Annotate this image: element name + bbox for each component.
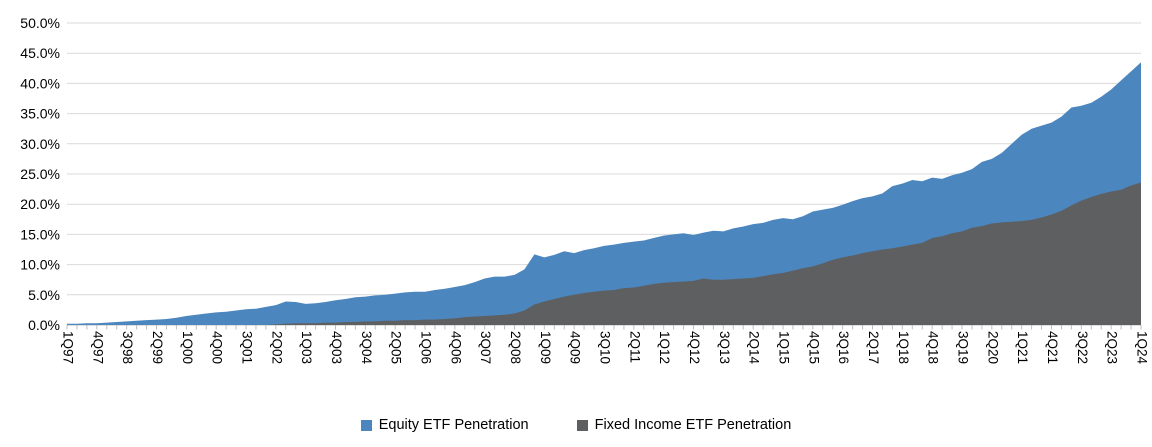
x-tick-label: 2Q99 bbox=[150, 331, 165, 364]
x-tick-label: 4Q21 bbox=[1045, 331, 1060, 364]
x-tick-label: 4Q12 bbox=[687, 331, 702, 364]
x-tick-label: 1Q12 bbox=[657, 331, 672, 364]
x-tick-label: 1Q00 bbox=[180, 331, 195, 364]
fixed-income-legend-swatch-icon bbox=[576, 419, 588, 431]
x-tick-label: 1Q09 bbox=[538, 331, 553, 364]
legend-label-fixed-income: Fixed Income ETF Penetration bbox=[594, 417, 792, 433]
x-tick-label: 2Q17 bbox=[866, 331, 881, 364]
x-axis-labels: 1Q97 4Q97 3Q98 2Q99 1Q00 4Q00 3Q01 2Q02 1Q03 4Q03… bbox=[61, 331, 1150, 365]
x-tick-label: 3Q98 bbox=[120, 331, 135, 364]
x-tick-label: 4Q09 bbox=[568, 331, 583, 364]
x-tick-label: 1Q24 bbox=[1135, 331, 1150, 365]
y-tick-label: 50.0% bbox=[20, 15, 60, 31]
x-tick-label: 3Q16 bbox=[836, 331, 851, 364]
legend-label-equity: Equity ETF Penetration bbox=[378, 417, 529, 433]
y-tick-label: 20.0% bbox=[20, 196, 60, 212]
y-tick-label: 15.0% bbox=[20, 226, 60, 242]
x-tick-label: 2Q08 bbox=[508, 331, 523, 364]
x-tick-label: 3Q07 bbox=[478, 331, 493, 364]
x-tick-label: 3Q13 bbox=[717, 331, 732, 364]
chart-legend: Equity ETF Penetration Fixed Income ETF … bbox=[0, 417, 1152, 433]
x-tick-label: 4Q18 bbox=[926, 331, 941, 364]
x-tick-label: 1Q06 bbox=[419, 331, 434, 364]
area-fixed-income bbox=[67, 182, 1141, 325]
y-tick-label: 40.0% bbox=[20, 75, 60, 91]
x-tick-label: 3Q19 bbox=[956, 331, 971, 364]
x-tick-label: 2Q02 bbox=[269, 331, 284, 364]
y-tick-label: 30.0% bbox=[20, 136, 60, 152]
x-tick-label: 4Q00 bbox=[210, 331, 225, 364]
x-tick-label: 1Q18 bbox=[896, 331, 911, 364]
x-axis-ticks bbox=[66, 325, 1142, 330]
x-tick-label: 1Q21 bbox=[1015, 331, 1030, 364]
y-tick-label: 0.0% bbox=[28, 317, 60, 333]
x-tick-label: 3Q01 bbox=[240, 331, 255, 364]
x-tick-label: 4Q97 bbox=[90, 331, 105, 364]
y-tick-label: 25.0% bbox=[20, 166, 60, 182]
y-axis-labels: 0.0% 5.0% 10.0% 15.0% 20.0% 25.0% 30.0% 35.0% 40… bbox=[20, 15, 60, 333]
x-tick-label: 3Q10 bbox=[598, 331, 613, 364]
x-tick-label: 1Q03 bbox=[299, 331, 314, 364]
legend-item-fixed-income: Fixed Income ETF Penetration bbox=[576, 417, 792, 433]
x-tick-label: 1Q15 bbox=[777, 331, 792, 364]
area-series bbox=[67, 62, 1141, 325]
x-tick-label: 4Q06 bbox=[448, 331, 463, 364]
y-tick-label: 10.0% bbox=[20, 257, 60, 273]
y-tick-label: 35.0% bbox=[20, 106, 60, 122]
x-tick-label: 2Q14 bbox=[747, 331, 762, 365]
x-tick-label: 4Q15 bbox=[806, 331, 821, 364]
y-tick-label: 45.0% bbox=[20, 45, 60, 61]
x-tick-label: 2Q23 bbox=[1105, 331, 1120, 364]
x-tick-label: 4Q03 bbox=[329, 331, 344, 364]
x-tick-label: 2Q20 bbox=[985, 331, 1000, 364]
legend-item-equity: Equity ETF Penetration bbox=[360, 417, 529, 433]
x-tick-label: 3Q04 bbox=[359, 331, 374, 365]
x-tick-label: 3Q22 bbox=[1075, 331, 1090, 364]
x-tick-label: 2Q11 bbox=[627, 331, 642, 363]
x-tick-label: 1Q97 bbox=[61, 331, 76, 364]
equity-legend-swatch-icon bbox=[360, 419, 372, 431]
x-tick-label: 2Q05 bbox=[389, 331, 404, 364]
y-tick-label: 5.0% bbox=[28, 287, 60, 303]
gridlines bbox=[67, 22, 1141, 326]
